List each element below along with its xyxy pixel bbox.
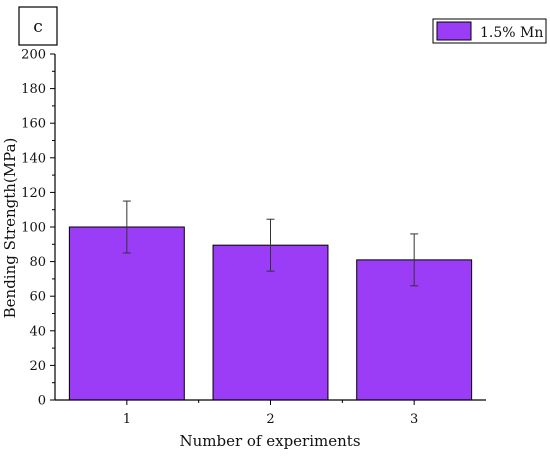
x-tick-label-2: 2 <box>266 412 274 427</box>
panel-label-text: c <box>33 17 43 37</box>
y-tick-label-140: 140 <box>21 151 46 166</box>
y-tick-label-20: 20 <box>29 359 46 374</box>
plot-area: 1 2 3 0 20 40 60 80 100 120 140 160 180 200 <box>21 48 486 427</box>
legend: 1.5% Mn <box>432 18 547 44</box>
y-tick-label-120: 120 <box>21 186 46 201</box>
x-tick-label-3: 3 <box>410 412 418 427</box>
y-tick-label-160: 160 <box>21 117 46 132</box>
y-axis-title: Bending Strength(MPa) <box>1 138 19 319</box>
legend-swatch <box>436 21 472 41</box>
y-tick-label-200: 200 <box>21 48 46 63</box>
legend-label: 1.5% Mn <box>480 25 543 41</box>
y-tick-label-100: 100 <box>21 221 46 236</box>
panel-label: c <box>18 6 58 46</box>
y-tick-label-40: 40 <box>29 324 46 339</box>
x-axis-title: Number of experiments <box>179 432 360 450</box>
x-tick-label-1: 1 <box>123 412 131 427</box>
y-tick-label-0: 0 <box>38 394 46 409</box>
panel-label-box <box>18 6 58 46</box>
y-tick-label-60: 60 <box>29 290 46 305</box>
y-tick-label-80: 80 <box>29 255 46 270</box>
y-tick-label-180: 180 <box>21 82 46 97</box>
